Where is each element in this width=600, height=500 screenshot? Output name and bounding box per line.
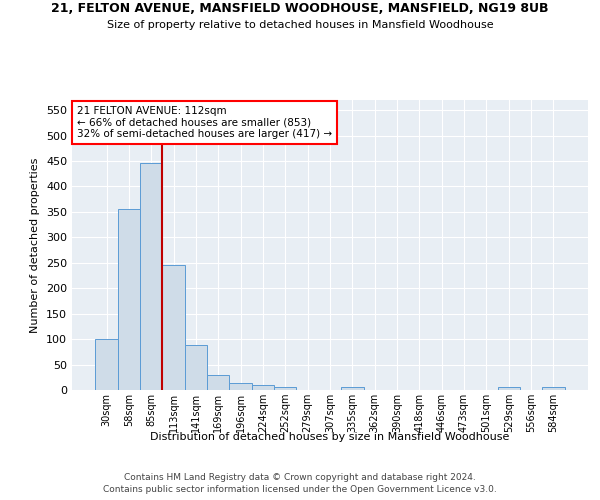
Bar bbox=[229, 384, 252, 390]
Text: Distribution of detached houses by size in Mansfield Woodhouse: Distribution of detached houses by size … bbox=[151, 432, 509, 442]
Bar bbox=[185, 345, 207, 390]
Bar bbox=[207, 374, 229, 390]
Text: 21 FELTON AVENUE: 112sqm
← 66% of detached houses are smaller (853)
32% of semi-: 21 FELTON AVENUE: 112sqm ← 66% of detach… bbox=[77, 106, 332, 139]
Bar bbox=[118, 210, 140, 390]
Bar bbox=[252, 386, 274, 390]
Text: Size of property relative to detached houses in Mansfield Woodhouse: Size of property relative to detached ho… bbox=[107, 20, 493, 30]
Bar bbox=[497, 388, 520, 390]
Bar bbox=[274, 388, 296, 390]
Bar bbox=[341, 388, 364, 390]
Bar bbox=[140, 162, 163, 390]
Text: Contains HM Land Registry data © Crown copyright and database right 2024.: Contains HM Land Registry data © Crown c… bbox=[124, 472, 476, 482]
Text: 21, FELTON AVENUE, MANSFIELD WOODHOUSE, MANSFIELD, NG19 8UB: 21, FELTON AVENUE, MANSFIELD WOODHOUSE, … bbox=[51, 2, 549, 16]
Text: Contains public sector information licensed under the Open Government Licence v3: Contains public sector information licen… bbox=[103, 485, 497, 494]
Bar bbox=[95, 339, 118, 390]
Y-axis label: Number of detached properties: Number of detached properties bbox=[31, 158, 40, 332]
Bar bbox=[163, 266, 185, 390]
Bar bbox=[542, 388, 565, 390]
